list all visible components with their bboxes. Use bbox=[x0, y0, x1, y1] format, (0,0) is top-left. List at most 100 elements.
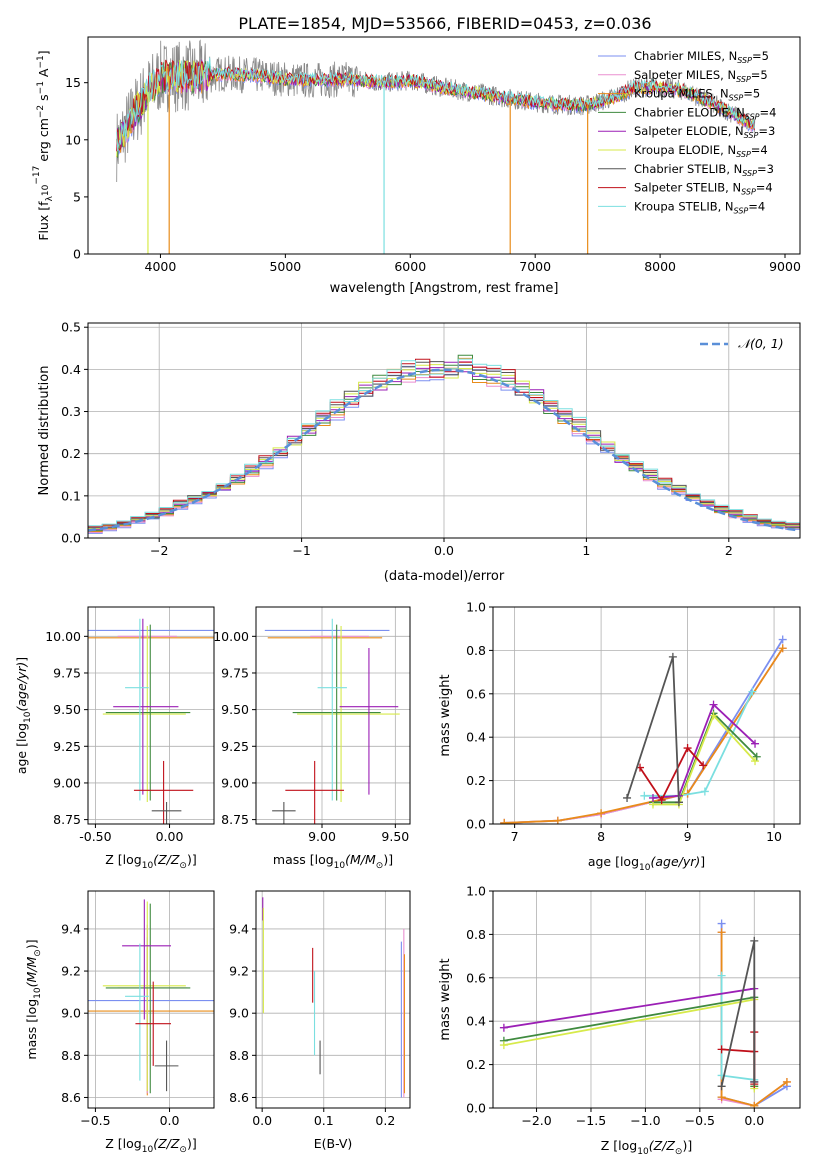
x-tick-label: 0.0 bbox=[252, 1113, 272, 1128]
x-tick-label: −2 bbox=[150, 543, 168, 558]
y-tick-label: 10.00 bbox=[213, 629, 249, 644]
y-tick-label: 0.0 bbox=[466, 1101, 486, 1116]
frame-age-vs-mass: 9.00 9.50 8.75 9.00 9.25 9.50 9.75 10.00 bbox=[213, 606, 411, 844]
legend-label-sub: SSP bbox=[741, 188, 756, 197]
x-tick-label: 5000 bbox=[269, 259, 301, 274]
frame-mass-vs-Z: −0.5 0.0 8.6 8.8 9.0 9.2 9.4 bbox=[61, 890, 215, 1128]
label-part: 10 bbox=[142, 861, 154, 871]
legend-label-sub: SSP bbox=[729, 94, 744, 103]
frame-residual-histogram: −2 −1 0.0 1 2 0.0 0.1 0.2 0.3 0.4 0.5 bbox=[61, 320, 801, 558]
legend-label: Kroupa STELIB, NSSP=4 bbox=[634, 199, 765, 215]
legend-label-sub: SSP bbox=[737, 56, 752, 65]
mass-weight-marker bbox=[717, 928, 726, 937]
legend-label-sub: SSP bbox=[736, 150, 751, 159]
mass-weight-line bbox=[504, 647, 784, 824]
mass-weight-marker bbox=[717, 1093, 726, 1102]
label-part: ] bbox=[700, 854, 705, 869]
y-tick-label: 8.75 bbox=[221, 812, 249, 827]
legend-label-tail: =3 bbox=[758, 124, 775, 138]
mass-weight-marker bbox=[668, 652, 677, 661]
mass-weight-lines bbox=[499, 919, 791, 1108]
label-part: Z [log bbox=[105, 852, 141, 867]
label-part: ⊙ bbox=[179, 1145, 187, 1155]
mass-weight-marker bbox=[750, 1101, 759, 1108]
y-tick-label: 0.0 bbox=[466, 817, 486, 832]
x-tick-label: 0.0 bbox=[434, 543, 454, 558]
y-tick-label: 1.0 bbox=[466, 600, 486, 615]
y-tick-label: 0.4 bbox=[466, 1014, 486, 1029]
label-part: ⊙ bbox=[33, 949, 43, 957]
mass-weight-marker bbox=[657, 796, 666, 805]
y-axis-label-part: A bbox=[36, 68, 51, 81]
legend-label-tail: =5 bbox=[743, 87, 760, 101]
hist-legend: 𝒩(0, 1) bbox=[700, 336, 784, 351]
mass-weight-line bbox=[503, 996, 756, 1087]
mass-weight-marker bbox=[750, 1077, 759, 1086]
label-part: )] bbox=[682, 1138, 692, 1153]
legend-label-tail: =4 bbox=[756, 181, 773, 195]
errorbar-group bbox=[88, 618, 214, 824]
x-axis-label: wavelength [Angstrom, rest frame] bbox=[330, 281, 559, 296]
legend-label-tail: =4 bbox=[748, 199, 765, 213]
legend-label-sub: SSP bbox=[734, 206, 749, 215]
label-part: 10 bbox=[142, 1145, 154, 1155]
y-axis-label-part: ] bbox=[36, 50, 51, 55]
y-axis-label-part: 10 bbox=[41, 184, 51, 196]
label-part: )] bbox=[383, 852, 393, 867]
x-tick-label: 0.0 bbox=[744, 1113, 764, 1128]
errorbar-group bbox=[88, 899, 214, 1096]
legend-label: Salpeter STELIB, NSSP=4 bbox=[634, 181, 773, 197]
y-tick-label: 0.8 bbox=[466, 643, 486, 658]
mass-weight-line bbox=[639, 746, 704, 802]
y-axis-label-part: −1 bbox=[36, 81, 46, 94]
y-tick-label: 0.6 bbox=[466, 686, 486, 701]
plot-frame bbox=[255, 606, 411, 825]
axes-mass-weight-vs-age bbox=[493, 606, 800, 825]
y-tick-label: 0.1 bbox=[61, 488, 81, 503]
legend-label: Salpeter MILES, NSSP=5 bbox=[634, 68, 768, 84]
mass-weight-marker bbox=[748, 687, 757, 696]
label-part: 10 bbox=[33, 987, 43, 999]
x-tick-label: 7 bbox=[511, 829, 519, 844]
legend-label-tail: =5 bbox=[752, 49, 769, 63]
mass-weight-marker bbox=[648, 793, 657, 802]
y-tick-label: 9.0 bbox=[61, 1006, 81, 1021]
y-axis-label-part: Flux [f bbox=[36, 201, 51, 241]
frame-age-vs-Z: -0.50 0.00 8.75 9.00 9.25 9.50 9.75 10.00 bbox=[45, 606, 215, 844]
x-tick-label: 9000 bbox=[769, 259, 801, 274]
model-spectrum-line bbox=[116, 57, 755, 152]
plot-layer: 4000 5000 6000 7000 8000 9000 0 5 10 15 wavelength… bbox=[14, 36, 801, 1157]
plot-frame bbox=[492, 606, 801, 825]
y-tick-label: 8.6 bbox=[229, 1090, 249, 1105]
x-axis-label: age [log10(age/yr)] bbox=[588, 854, 705, 873]
x-tick-label: −0.5 bbox=[685, 1113, 715, 1128]
frame-mass-vs-EBV: 0.0 0.1 0.2 8.6 8.8 9.0 9.2 9.4 bbox=[229, 890, 411, 1128]
mass-weight-marker bbox=[717, 919, 726, 928]
y-tick-label: 0.4 bbox=[466, 730, 486, 745]
y-tick-label: 0 bbox=[73, 247, 81, 262]
histogram-steps bbox=[88, 354, 800, 534]
y-axis-label: mass weight bbox=[438, 958, 453, 1040]
mass-weight-marker bbox=[683, 744, 692, 753]
y-axis-label-part: −1 bbox=[36, 55, 46, 68]
legend-label: Kroupa MILES, NSSP=5 bbox=[634, 87, 760, 103]
legend-label-sub: SSP bbox=[742, 169, 757, 178]
legend-label-tail: =4 bbox=[760, 105, 777, 119]
legend-label-main: Chabrier ELODIE, N bbox=[634, 105, 745, 119]
mass-weight-line bbox=[504, 647, 784, 824]
legend-label-sub: SSP bbox=[745, 112, 760, 121]
axes-mass-vs-Z bbox=[88, 891, 214, 1108]
mass-weight-line bbox=[652, 703, 756, 799]
mass-weight-marker bbox=[778, 635, 787, 644]
x-axis-label: Z [log10(Z/Z⊙)] bbox=[601, 1138, 692, 1157]
y-tick-label: 9.00 bbox=[53, 775, 81, 790]
x-axis-label: Z [log10(Z/Z⊙)] bbox=[105, 1136, 196, 1155]
legend-label: Chabrier ELODIE, NSSP=4 bbox=[634, 105, 776, 121]
histogram-series bbox=[88, 358, 800, 527]
x-tick-label: 1 bbox=[582, 543, 590, 558]
y-tick-label: 0.2 bbox=[61, 446, 81, 461]
label-part: ] bbox=[14, 657, 29, 662]
mass-weight-line bbox=[503, 998, 756, 1089]
x-tick-label: −1.0 bbox=[630, 1113, 660, 1128]
